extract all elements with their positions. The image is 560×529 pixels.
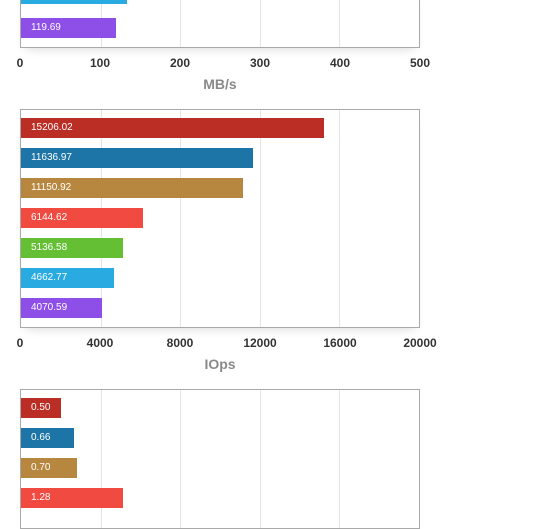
mbps-axis-title: MB/s [203,76,237,92]
gridline [101,390,102,528]
bar-value-label: 5136.58 [31,242,68,253]
gridline [260,110,261,327]
iops-axis-title: IOps [204,356,236,372]
bar-value-label: 11636.97 [31,152,72,163]
iops-chart: 15206.02 11636.97 11150.92 6144.62 5136.58 46… [20,109,420,328]
bar: 4070.59 [21,298,102,318]
x-tick-label: 0 [16,336,24,350]
bar: 4662.77 [21,268,114,288]
bar: 0.70 [21,458,77,478]
bar-value-label: 4662.77 [31,272,68,283]
x-tick-label: 0 [16,56,24,70]
bar: 11636.97 [21,148,253,168]
x-tick-label: 300 [249,56,271,70]
x-tick-label: 8000 [166,336,194,350]
bar-value-label: 0.66 [31,432,51,443]
x-tick-label: 500 [409,56,431,70]
bar: 119.69 [21,18,116,38]
x-tick-label: 4000 [86,336,114,350]
bar-value-label: 0.70 [31,462,51,473]
bar: 0.50 [21,398,61,418]
bar-value-label: 15206.02 [31,122,73,133]
gridline [260,0,261,47]
bar: 5136.58 [21,238,123,258]
gridline [180,110,181,327]
x-tick-label: 400 [329,56,351,70]
gridline [180,0,181,47]
bar: 0.66 [21,428,74,448]
bar: 15206.02 [21,118,324,138]
gridline [339,0,340,47]
gridline [180,390,181,528]
bar [21,0,127,4]
gridline [260,390,261,528]
x-tick-label: 200 [169,56,191,70]
bar-value-label: 1.28 [31,492,51,503]
gridline [339,390,340,528]
mbps-chart: 119.69 [20,0,420,48]
bar-value-label: 4070.59 [31,302,68,313]
gridline [339,110,340,327]
x-tick-label: 100 [89,56,111,70]
bar-value-label: 119.69 [31,22,61,33]
latency-chart: 0.50 0.66 0.70 1.28 [20,389,420,529]
bar: 6144.62 [21,208,143,228]
bar-value-label: 11150.92 [31,182,72,193]
bar-value-label: 0.50 [31,402,51,413]
x-tick-label: 12000 [243,336,277,350]
bar: 1.28 [21,488,123,508]
x-tick-label: 16000 [323,336,357,350]
bar: 11150.92 [21,178,243,198]
bar-value-label: 6144.62 [31,212,68,223]
x-tick-label: 20000 [403,336,437,350]
